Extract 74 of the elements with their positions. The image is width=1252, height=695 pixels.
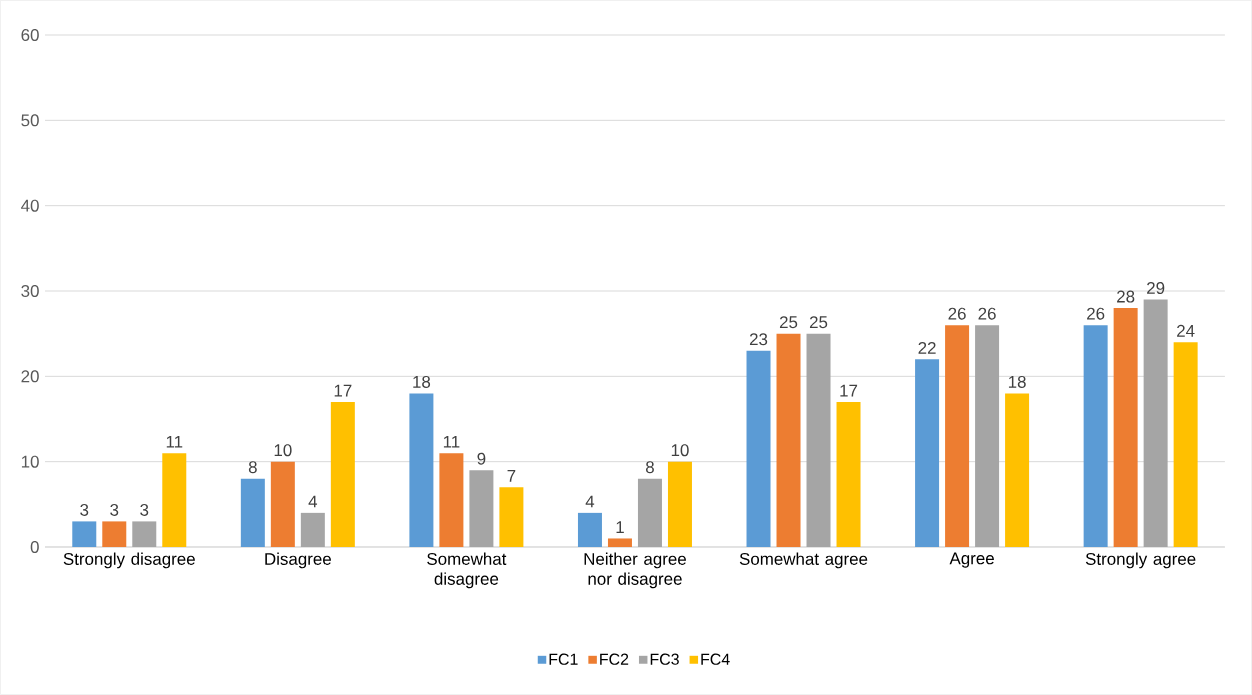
bar bbox=[1143, 299, 1168, 547]
data-label: 7 bbox=[507, 470, 516, 482]
data-label: 9 bbox=[477, 452, 486, 465]
data-label: 4 bbox=[585, 495, 595, 508]
data-label: 22 bbox=[918, 341, 936, 354]
data-label: 26 bbox=[948, 307, 966, 320]
data-label: 11 bbox=[443, 435, 460, 448]
data-label: 8 bbox=[248, 461, 257, 474]
x-tick-label: Agree bbox=[949, 552, 994, 568]
data-label: 11 bbox=[166, 435, 183, 448]
bar bbox=[132, 521, 157, 547]
bar bbox=[915, 359, 940, 547]
legend-label: FC2 bbox=[600, 653, 629, 665]
bar bbox=[836, 401, 861, 547]
bar bbox=[102, 521, 127, 547]
x-tick-label: Strongly agree bbox=[1085, 552, 1196, 569]
x-tick-label: Strongly disagree bbox=[63, 552, 195, 569]
y-tick-label: 30 bbox=[21, 285, 39, 297]
data-label: 25 bbox=[779, 316, 798, 329]
bar bbox=[1173, 342, 1198, 547]
bar bbox=[577, 512, 602, 547]
bar bbox=[945, 325, 970, 547]
bar bbox=[270, 461, 295, 547]
y-tick-label: 50 bbox=[21, 114, 39, 127]
data-label: 29 bbox=[1147, 282, 1165, 295]
legend-label: FC1 bbox=[549, 653, 578, 665]
data-label: 1 bbox=[616, 521, 624, 533]
bar bbox=[72, 521, 97, 547]
data-label: 4 bbox=[308, 495, 318, 508]
x-tick-label: Somewhat agree bbox=[739, 552, 868, 569]
y-tick-label: 20 bbox=[21, 370, 39, 383]
data-label: 17 bbox=[840, 384, 858, 397]
data-label: 26 bbox=[978, 307, 996, 320]
bar bbox=[409, 393, 434, 547]
data-label: 18 bbox=[1008, 375, 1026, 388]
bar bbox=[439, 453, 464, 547]
bar bbox=[330, 401, 355, 547]
data-label: 3 bbox=[110, 503, 119, 516]
bar bbox=[499, 487, 524, 547]
bar bbox=[1083, 325, 1108, 547]
bar bbox=[300, 512, 325, 547]
bar bbox=[240, 478, 265, 547]
x-tick-label: Somewhat disagree bbox=[427, 552, 507, 589]
bar bbox=[667, 461, 692, 547]
x-tick-label: Disagree bbox=[265, 552, 331, 569]
data-label: 17 bbox=[334, 384, 352, 397]
data-label: 10 bbox=[274, 444, 292, 457]
bar bbox=[1113, 308, 1138, 547]
bar bbox=[1005, 393, 1030, 547]
legend-label: FC4 bbox=[701, 653, 730, 665]
y-tick-label: 40 bbox=[21, 199, 39, 212]
x-tick-label: Neither agree nor disagree bbox=[584, 552, 686, 589]
bar bbox=[469, 470, 494, 547]
y-tick-label: 0 bbox=[30, 541, 39, 553]
data-label: 3 bbox=[80, 503, 89, 516]
data-label: 3 bbox=[140, 503, 149, 516]
bar bbox=[162, 453, 187, 547]
data-label: 25 bbox=[809, 316, 828, 329]
bar bbox=[746, 350, 771, 547]
data-label: 8 bbox=[645, 461, 654, 474]
data-label: 10 bbox=[671, 444, 689, 457]
data-label: 26 bbox=[1087, 307, 1105, 320]
data-label: 23 bbox=[749, 333, 768, 346]
bar bbox=[776, 333, 801, 547]
legend-label: FC3 bbox=[650, 653, 679, 665]
y-tick-label: 60 bbox=[21, 29, 39, 41]
data-label: 18 bbox=[413, 375, 431, 388]
bar bbox=[637, 478, 662, 547]
bar bbox=[806, 333, 831, 547]
bar bbox=[607, 538, 632, 547]
y-tick-label: 10 bbox=[21, 455, 39, 468]
data-label: 28 bbox=[1117, 290, 1135, 303]
data-label: 24 bbox=[1177, 324, 1195, 337]
bar bbox=[975, 325, 1000, 547]
